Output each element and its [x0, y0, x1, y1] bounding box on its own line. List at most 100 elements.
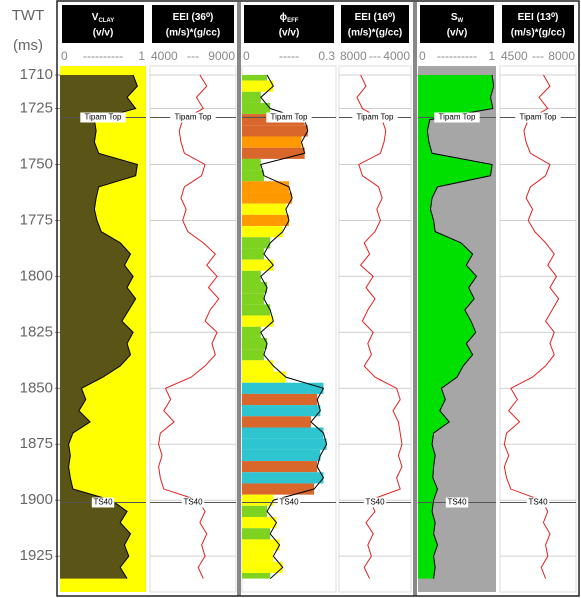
porosity-fill	[242, 315, 274, 327]
scale-separator: ---	[187, 49, 199, 63]
track-title: EEI (36⁰)	[173, 12, 214, 23]
marker-label-bg	[277, 497, 301, 508]
porosity-fill	[242, 494, 274, 506]
porosity-fill	[242, 237, 271, 249]
track-title-text: ϕ	[280, 12, 288, 23]
track-header	[341, 5, 409, 43]
porosity-fill	[242, 449, 321, 462]
track-unit: (v/v)	[279, 28, 300, 39]
marker-label: Tipam Top	[271, 113, 308, 122]
track-background	[149, 65, 237, 593]
track-title-text: S	[451, 12, 458, 23]
marker-label-bg	[434, 112, 480, 123]
porosity-fill	[242, 226, 283, 238]
track-background	[499, 65, 577, 593]
track-header	[62, 5, 144, 43]
porosity-fill	[242, 91, 261, 103]
marker-label-bg	[352, 112, 398, 123]
y-axis-label: TWT	[12, 7, 44, 24]
scale-label: 9000	[208, 49, 235, 63]
marker-label: TS40	[93, 498, 113, 507]
marker-label-bg	[181, 497, 205, 508]
marker-label-bg	[445, 497, 469, 508]
porosity-fill	[242, 214, 289, 227]
log-curve	[503, 74, 560, 579]
marker-label: Tipam Top	[357, 113, 394, 122]
track-title-text: EEI (16⁰)	[355, 12, 396, 23]
porosity-fill	[242, 136, 302, 148]
track-unit: (m/s)*(g/cc)	[166, 28, 220, 39]
track-title: EEI (13⁰)	[518, 12, 559, 23]
track-header	[152, 5, 234, 43]
porosity-fill	[242, 147, 305, 159]
track-unit: (m/s)*(g/cc)	[511, 28, 565, 39]
porosity-fill	[242, 158, 261, 171]
marker-label-bg	[170, 112, 216, 123]
track-title-subscript: CLAY	[98, 18, 114, 24]
porosity-fill	[242, 102, 271, 115]
track-header	[244, 5, 334, 43]
log-curve	[260, 74, 328, 579]
track-unit: (v/v)	[93, 28, 114, 39]
porosity-fill	[242, 550, 274, 562]
scale-separator: ---	[532, 49, 544, 63]
log-curve	[68, 74, 138, 579]
porosity-fill	[242, 371, 286, 383]
porosity-fill	[242, 337, 268, 350]
porosity-fill	[242, 125, 308, 137]
marker-label-bg	[80, 112, 126, 123]
track-title-subscript: EFF	[287, 18, 299, 24]
porosity-fill	[242, 483, 315, 495]
porosity-fill	[242, 293, 264, 305]
porosity-fill	[242, 461, 318, 473]
y-tick-label: 1750	[20, 155, 53, 172]
frame	[56, 0, 580, 597]
porosity-fill	[242, 248, 264, 260]
scale-label: 4500	[501, 49, 528, 63]
porosity-fill	[242, 561, 283, 573]
marker-label: Tipam Top	[85, 113, 122, 122]
scale-label: 8000	[340, 49, 367, 63]
porosity-fill	[242, 572, 271, 579]
porosity-fill	[242, 181, 289, 193]
scale-separator: -----	[279, 49, 299, 63]
porosity-fill	[242, 270, 261, 282]
marker-label-bg	[363, 497, 387, 508]
track-background	[338, 65, 412, 593]
porosity-fill	[242, 472, 324, 484]
track-title: EEI (16⁰)	[355, 12, 396, 23]
y-tick-label: 1875	[20, 435, 53, 452]
marker-label: Tipam Top	[520, 113, 557, 122]
track-title-text: V	[92, 12, 99, 23]
porosity-fill	[242, 192, 293, 204]
y-tick-label: 1725	[20, 99, 53, 116]
y-tick-label: 1925	[20, 547, 53, 564]
porosity-fill	[242, 528, 271, 540]
porosity-fill	[242, 539, 280, 551]
scale-label: 0	[61, 49, 68, 63]
marker-label: TS40	[183, 498, 203, 507]
porosity-fill	[242, 393, 318, 406]
track-title: VCLAY	[92, 12, 114, 24]
y-tick-label: 1850	[20, 379, 53, 396]
porosity-fill	[242, 349, 264, 361]
porosity-fill	[242, 382, 324, 394]
porosity-fill	[242, 74, 268, 81]
track-title-subscript: W	[458, 18, 464, 24]
porosity-fill	[242, 80, 274, 92]
y-tick-label: 1775	[20, 211, 53, 228]
track-title-text: EEI (36⁰)	[173, 12, 214, 23]
track-title: ϕEFF	[280, 12, 299, 24]
y-tick-label: 1710	[20, 66, 53, 83]
porosity-fill	[242, 416, 311, 428]
porosity-fill	[242, 505, 268, 518]
track-title: SW	[451, 12, 464, 24]
track-unit: (m/s)*(g/cc)	[348, 28, 402, 39]
scale-separator: ---	[369, 49, 381, 63]
track-title-text: EEI (13⁰)	[518, 12, 559, 23]
curve-fill	[418, 74, 494, 579]
log-curve	[356, 74, 403, 579]
scale-label: 0.3	[318, 49, 335, 63]
porosity-fill	[242, 405, 321, 417]
log-curve	[158, 74, 220, 579]
